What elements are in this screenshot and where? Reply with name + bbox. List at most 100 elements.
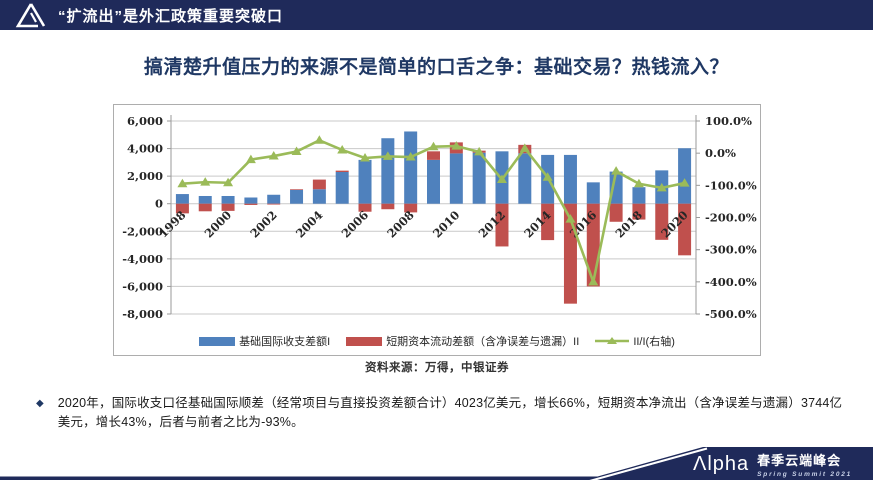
bar-base-balance: [404, 131, 418, 204]
ratio-marker-icon: [428, 141, 439, 151]
bar-base-balance: [678, 148, 692, 204]
ratio-marker-icon: [474, 146, 485, 156]
bullet-text: 2020年，国际收支口径基础国际顺差（经常项目与直接投资差额合计）4023亿美元…: [57, 396, 843, 429]
ratio-marker-icon: [633, 178, 644, 188]
x-axis-tick: 2008: [384, 208, 417, 241]
bar-base-balance: [198, 195, 212, 204]
bullet-diamond-icon: ◆: [36, 398, 44, 409]
bar-short-term-flow: [290, 189, 304, 190]
footer-banner: [0, 447, 873, 483]
bar-short-term-flow: [381, 203, 395, 210]
bar-short-term-flow: [198, 203, 212, 212]
bar-base-balance: [472, 152, 486, 204]
bar-short-term-flow: [312, 179, 326, 190]
event-subtitle: Spring Summit 2021: [757, 471, 853, 478]
right-axis-tick: -100.0%: [705, 178, 757, 192]
left-axis-tick: -6,000: [122, 279, 163, 293]
event-block: 春季云端峰会 Spring Summit 2021: [757, 451, 852, 478]
right-axis-tick: 100.0%: [705, 114, 752, 128]
chart-plot-area: 6,000 4,000 2,000 0 -2,000 -4,000 -6,000 -8,000…: [122, 114, 757, 321]
bar-base-balance: [427, 159, 440, 204]
ratio-marker-icon: [679, 178, 690, 187]
ratio-marker-icon: [245, 154, 256, 164]
left-axis-tick: 2,000: [127, 169, 163, 183]
bar-short-term-flow: [655, 203, 669, 240]
bar-base-balance: [358, 159, 372, 204]
bar-base-balance: [244, 197, 258, 204]
right-axis-tick: -500.0%: [705, 307, 757, 321]
x-axis-tick: 2006: [339, 208, 372, 241]
right-axis-tick: 0.0%: [705, 146, 736, 160]
bar-base-balance: [381, 138, 395, 204]
x-axis-tick: 2010: [430, 208, 463, 241]
bar-short-term-flow: [335, 170, 349, 173]
footer-wedge: [585, 447, 873, 480]
left-axis-tick: 6,000: [127, 114, 163, 128]
bar-base-balance: [449, 153, 463, 204]
blue-bar-swatch-icon: [199, 336, 236, 346]
source-note: 资料来源：万得，中银证券: [365, 362, 509, 374]
ratio-marker-icon: [177, 178, 188, 188]
bar-short-term-flow: [632, 203, 646, 220]
footer-brand: Λlpha 春季云端峰会 Spring Summit 2021: [693, 451, 868, 481]
x-axis-tick: 2002: [247, 208, 280, 241]
right-axis-tick: -400.0%: [705, 275, 757, 289]
right-axis-tick: -300.0%: [705, 243, 757, 257]
left-axis-tick: -8,000: [122, 307, 163, 321]
bar-base-balance: [267, 194, 281, 204]
bar-short-term-flow: [678, 203, 692, 256]
chart-legend: 基础国际收支差额I 短期资本流动差额（含净误差与遗漏）II II/I(右轴): [114, 333, 760, 349]
legend-item-short-term-flow: 短期资本流动差额（含净误差与遗漏）II: [346, 333, 579, 349]
ratio-marker-icon: [360, 152, 371, 162]
bar-base-balance: [312, 189, 326, 204]
bar-short-term-flow: [541, 203, 555, 241]
ratio-marker-icon: [314, 135, 325, 144]
bar-short-term-flow: [609, 203, 623, 222]
ratio-marker-icon: [519, 143, 530, 152]
bar-short-term-flow: [358, 203, 372, 212]
legend-item-ratio: II/I(右轴): [595, 333, 675, 349]
slide-title: 搞清楚升值压力的来源不是简单的口舌之争：基础交易？热钱流入？: [143, 57, 729, 78]
x-axis-tick: 2000: [202, 208, 235, 241]
ratio-marker-icon: [337, 144, 348, 154]
bar-short-term-flow: [427, 151, 440, 160]
ratio-marker-icon: [405, 152, 416, 161]
ratio-marker-icon: [291, 146, 302, 156]
bar-base-balance: [290, 189, 304, 204]
bar-short-term-flow: [404, 203, 418, 213]
bar-base-balance: [518, 153, 532, 204]
left-axis-tick: 4,000: [127, 142, 163, 156]
bar-short-term-flow: [175, 203, 189, 214]
legend-label-base-balance: 基础国际收支差额I: [239, 336, 331, 348]
bar-short-term-flow: [244, 203, 258, 205]
bar-base-balance: [335, 172, 349, 204]
legend-label-short-term-flow: 短期资本流动差额（含净误差与遗漏）II: [386, 336, 580, 348]
ratio-marker-icon: [268, 151, 279, 160]
bar-base-balance: [586, 182, 600, 204]
ratio-marker-icon: [542, 172, 553, 181]
alpha-triangle-icon: [15, 3, 46, 28]
left-axis-tick: 0: [155, 197, 163, 211]
footer-strip: [0, 476, 873, 480]
left-axis-tick: -2,000: [122, 224, 163, 238]
green-line-swatch-icon: [595, 337, 630, 344]
header-bar: “扩流出”是外汇政策重要突破口: [0, 0, 873, 30]
legend-item-base-balance: 基础国际收支差额I: [199, 333, 330, 349]
ratio-marker-icon: [565, 214, 576, 223]
ratio-marker-icon: [451, 141, 462, 150]
ratio-marker-icon: [656, 182, 667, 192]
ratio-marker-icon: [223, 177, 234, 187]
legend-label-ratio: II/I(右轴): [633, 336, 675, 348]
left-axis-tick: -4,000: [122, 252, 163, 266]
right-axis-tick: -200.0%: [705, 211, 757, 225]
bar-base-balance: [632, 187, 646, 204]
chart-figure: 6,000 4,000 2,000 0 -2,000 -4,000 -6,000 -8,000…: [113, 104, 761, 356]
x-axis-tick: 2004: [293, 208, 326, 241]
ratio-marker-icon: [200, 177, 211, 186]
bar-base-balance: [609, 171, 623, 204]
header-title: “扩流出”是外汇政策重要突破口: [58, 7, 284, 25]
bar-base-balance: [563, 154, 577, 204]
ratio-marker-icon: [611, 166, 622, 175]
red-bar-swatch-icon: [346, 336, 383, 346]
bar-short-term-flow: [221, 203, 235, 211]
